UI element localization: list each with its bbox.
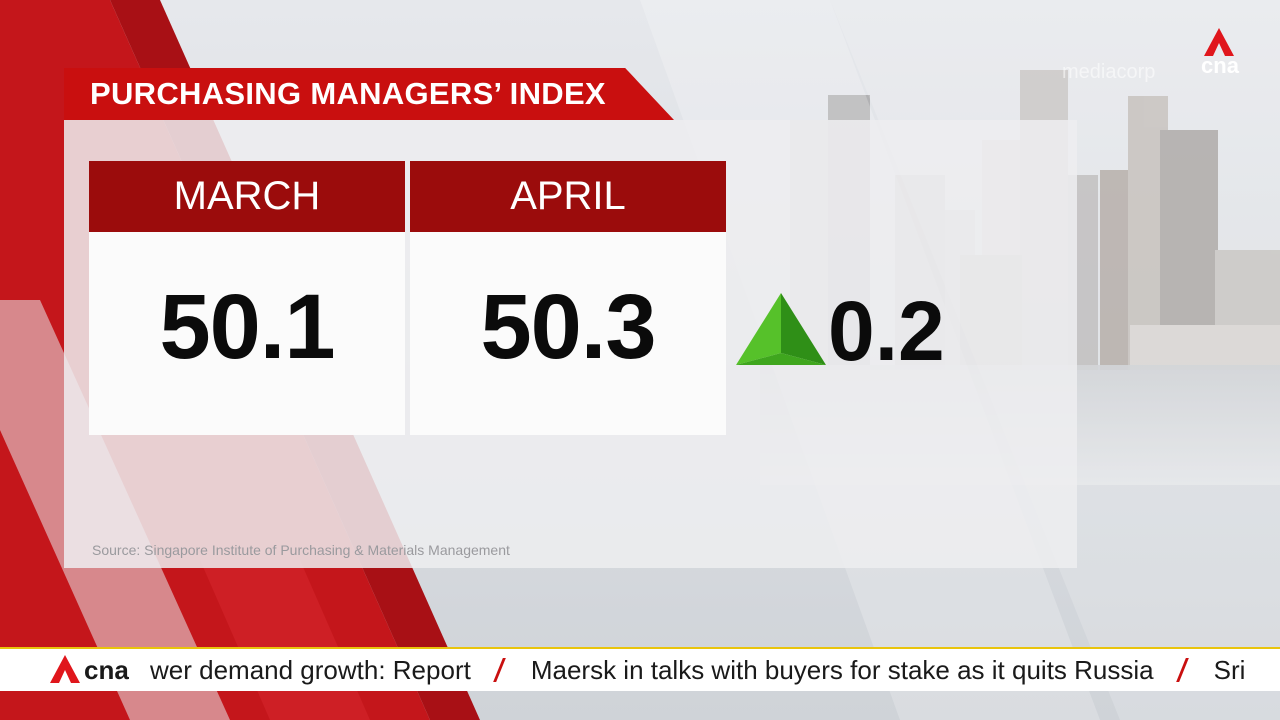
logo-text: cna	[84, 655, 129, 685]
watermark: mediacorp	[1062, 61, 1156, 83]
ticker-headlines: wer demand growth: Report Maersk in talks…	[150, 649, 1245, 691]
ticker-headline: wer demand growth: Report	[150, 655, 471, 685]
up-arrow-icon	[736, 293, 826, 365]
change-value: 0.2	[828, 284, 945, 378]
cna-logo-icon	[1204, 28, 1234, 56]
ticker-separator	[489, 649, 513, 691]
channel-logo: cna	[1196, 28, 1244, 80]
title-banner: PURCHASING MANAGERS’ INDEX	[64, 68, 674, 120]
cna-logo-icon	[50, 655, 80, 683]
logo-text: cna	[1201, 53, 1239, 78]
month-label: APRIL	[410, 161, 726, 232]
ticker-headline: Sri	[1213, 655, 1246, 685]
month-value: 50.1	[159, 276, 335, 378]
month-label: MARCH	[89, 161, 405, 232]
source-note: Source: Singapore Institute of Purchasin…	[92, 542, 510, 558]
ticker-separator	[1172, 649, 1196, 691]
ticker-headline: Maersk in talks with buyers for stake as…	[530, 655, 1154, 685]
ticker-track: wer demand growth: Report Maersk in talks…	[150, 649, 1280, 691]
graphic-title: PURCHASING MANAGERS’ INDEX	[90, 76, 606, 111]
news-ticker: cna wer demand growth: Report Maersk in t…	[0, 647, 1280, 691]
ticker-logo: cna	[0, 649, 150, 691]
month-card-march: MARCH 50.1	[89, 161, 405, 435]
month-card-april: APRIL 50.3	[410, 161, 726, 435]
month-value: 50.3	[480, 276, 656, 378]
